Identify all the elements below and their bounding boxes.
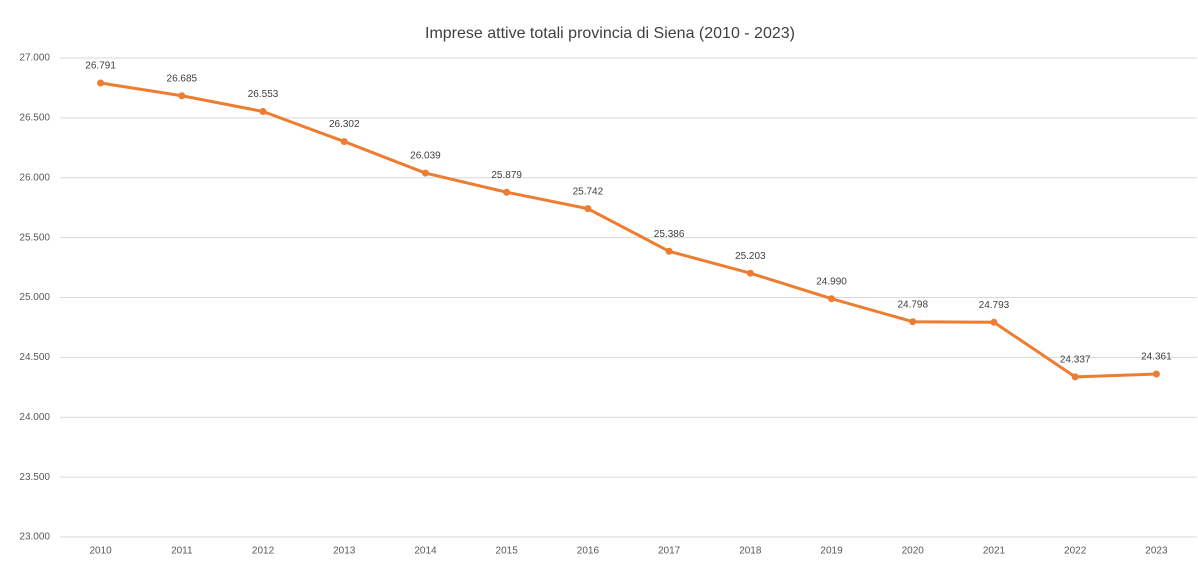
data-point [584, 205, 592, 213]
data-point [340, 138, 348, 146]
data-label: 25.879 [491, 170, 522, 181]
data-point [828, 295, 836, 303]
data-label: 26.553 [248, 89, 279, 100]
x-tick-label: 2021 [983, 546, 1006, 557]
y-tick-label: 23.500 [19, 472, 50, 483]
chart-title: Imprese attive totali provincia di Siena… [425, 25, 795, 42]
data-label: 24.793 [979, 300, 1010, 311]
data-label: 25.742 [573, 186, 604, 197]
x-tick-label: 2011 [171, 546, 193, 557]
data-point [665, 247, 673, 255]
y-tick-label: 26.000 [19, 172, 50, 183]
data-label: 24.990 [816, 276, 847, 287]
data-label: 24.798 [897, 299, 928, 310]
y-tick-label: 27.000 [19, 53, 50, 64]
x-tick-label: 2014 [414, 546, 437, 557]
data-label: 26.302 [329, 119, 360, 130]
x-tick-label: 2010 [89, 546, 112, 557]
x-tick-label: 2012 [252, 546, 275, 557]
y-tick-label: 24.500 [19, 352, 50, 363]
x-tick-label: 2016 [577, 546, 600, 557]
data-point [503, 188, 511, 196]
data-point [1071, 373, 1079, 381]
x-tick-label: 2018 [739, 546, 762, 557]
data-label: 26.685 [167, 73, 198, 84]
y-tick-label: 26.500 [19, 113, 50, 124]
x-tick-label: 2013 [333, 546, 356, 557]
data-label: 25.386 [654, 229, 685, 240]
x-tick-label: 2019 [820, 546, 843, 557]
y-tick-label: 25.500 [19, 232, 50, 243]
y-tick-label: 25.000 [19, 292, 50, 303]
data-point [909, 318, 917, 326]
x-tick-label: 2017 [658, 546, 681, 557]
data-label: 26.791 [85, 61, 116, 72]
data-point [746, 269, 754, 277]
x-tick-label: 2023 [1145, 546, 1168, 557]
data-point [259, 108, 267, 116]
data-point [1152, 370, 1160, 378]
y-tick-label: 23.000 [19, 532, 50, 543]
x-tick-label: 2022 [1064, 546, 1087, 557]
data-label: 24.361 [1141, 352, 1172, 363]
data-point [421, 169, 429, 177]
data-point [990, 318, 998, 326]
data-point [178, 92, 186, 100]
data-point [97, 79, 105, 87]
data-label: 26.039 [410, 151, 441, 162]
x-tick-label: 2020 [902, 546, 925, 557]
y-tick-label: 24.000 [19, 412, 50, 423]
data-label: 25.203 [735, 251, 766, 262]
data-line [100, 81, 1157, 379]
x-tick-label: 2015 [496, 546, 519, 557]
data-label: 24.337 [1060, 355, 1091, 366]
